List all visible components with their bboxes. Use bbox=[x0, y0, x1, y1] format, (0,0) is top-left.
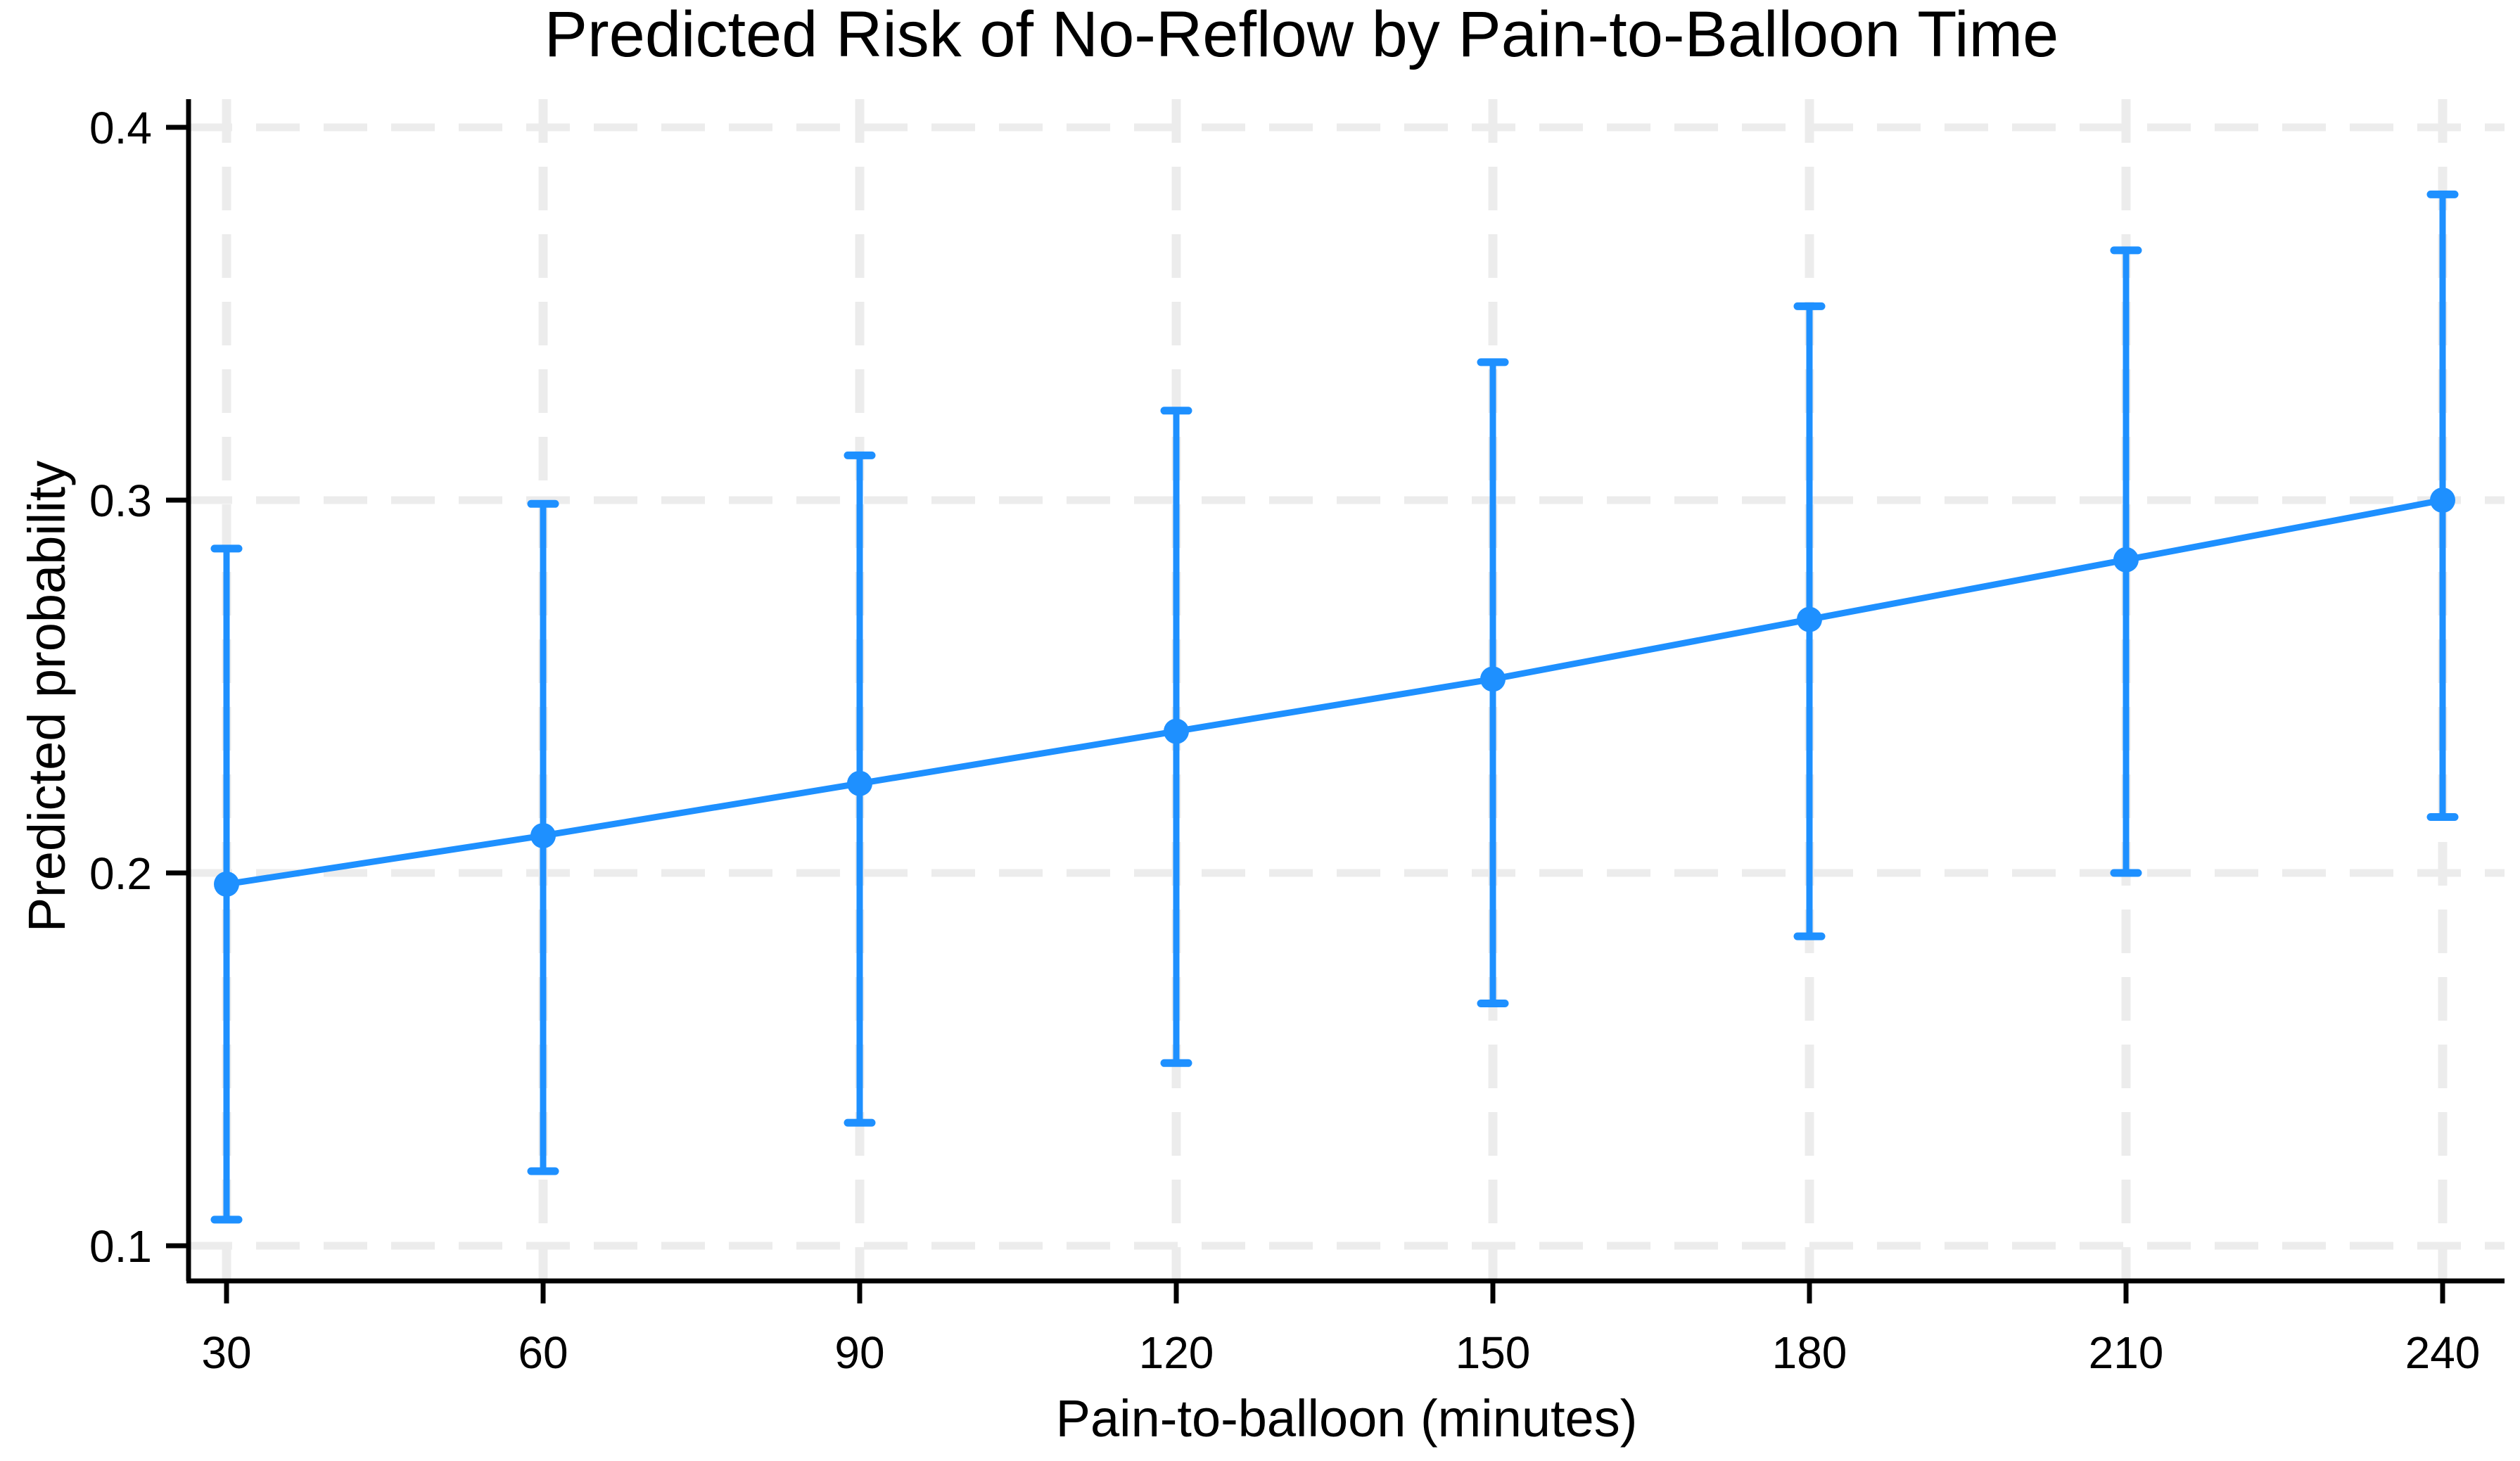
y-tick-label: 0.2 bbox=[89, 848, 152, 899]
x-tick-label: 240 bbox=[2405, 1327, 2481, 1378]
x-tick-label: 90 bbox=[834, 1327, 884, 1378]
data-point bbox=[1797, 606, 1822, 632]
x-tick-label: 180 bbox=[1772, 1327, 1847, 1378]
x-tick-label: 60 bbox=[518, 1327, 568, 1378]
data-point bbox=[530, 823, 556, 848]
data-point bbox=[2430, 487, 2455, 513]
data-point bbox=[1480, 666, 1506, 692]
y-tick-label: 0.4 bbox=[89, 103, 152, 153]
x-tick-label: 150 bbox=[1456, 1327, 1531, 1378]
data-point bbox=[2113, 547, 2139, 573]
trend-line bbox=[223, 497, 2446, 888]
x-tick-label: 210 bbox=[2089, 1327, 2164, 1378]
x-axis-title: Pain-to-balloon (minutes) bbox=[1056, 1389, 1638, 1448]
x-tick-label: 120 bbox=[1139, 1327, 1214, 1378]
data-point bbox=[214, 871, 239, 897]
error-bar-series bbox=[210, 190, 2459, 1224]
axes: 0.1 0.2 0.3 0.4 30 60 90 120 150 180 210 240 bbox=[89, 99, 2505, 1378]
chart-title: Predicted Risk of No-Reflow by Pain-to-B… bbox=[545, 0, 2059, 70]
gridlines bbox=[189, 99, 2505, 1281]
y-tick-label: 0.3 bbox=[89, 476, 152, 526]
data-point bbox=[847, 770, 872, 796]
data-point bbox=[1164, 718, 1189, 744]
y-axis-title: Predicted probability bbox=[18, 461, 76, 932]
y-tick-label: 0.1 bbox=[89, 1221, 152, 1272]
x-tick-label: 30 bbox=[201, 1327, 251, 1378]
